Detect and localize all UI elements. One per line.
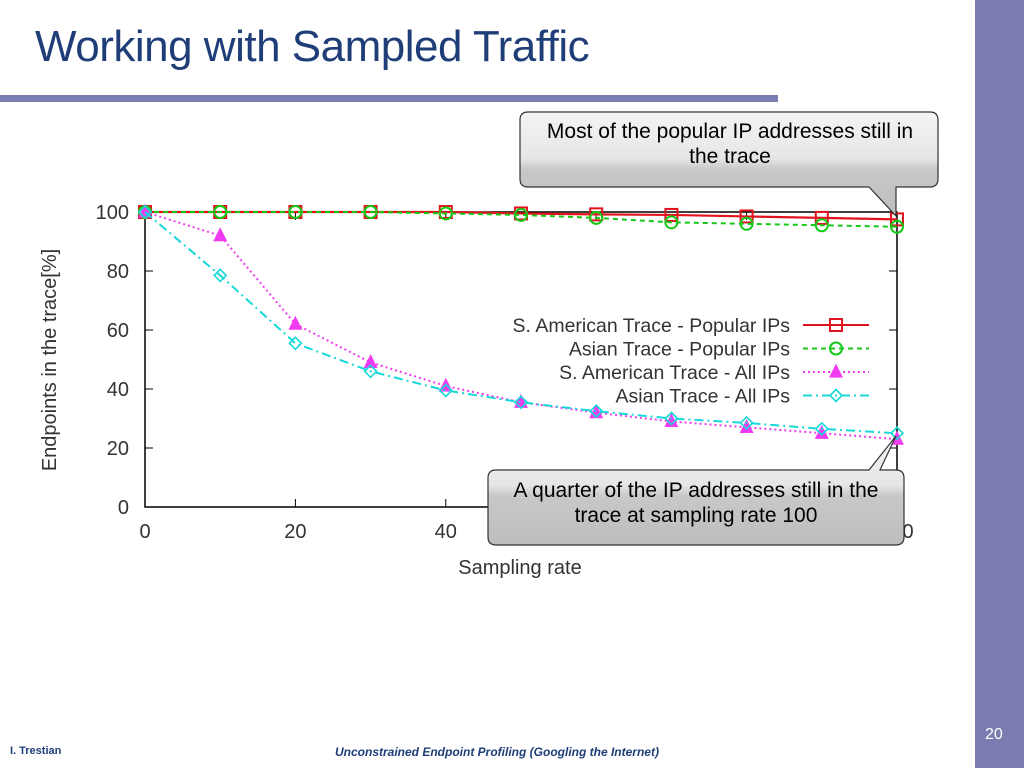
footer-title: Unconstrained Endpoint Profiling (Googli… xyxy=(335,745,659,759)
data-point-square xyxy=(829,318,843,332)
series-line xyxy=(145,210,898,221)
data-point-circle xyxy=(829,341,843,356)
data-point-diamond xyxy=(814,421,829,436)
data-point-circle xyxy=(514,207,528,222)
data-point-diamond xyxy=(213,268,228,283)
data-point-diamond xyxy=(739,415,754,431)
data-point-diamond xyxy=(828,388,844,403)
y-tick-label: 100 xyxy=(96,202,129,224)
data-point-square xyxy=(814,210,829,225)
data-point-diamond xyxy=(363,364,378,379)
callout-bottom-text: A quarter of the IP addresses still in t… xyxy=(513,479,879,527)
title-underline xyxy=(0,95,778,102)
data-point-diamond xyxy=(889,426,905,441)
legend-label: S. American Trace - All IPs xyxy=(559,362,790,384)
series-line xyxy=(144,211,898,435)
data-point-triangle xyxy=(288,315,303,330)
data-point-diamond xyxy=(513,395,529,410)
data-point-square xyxy=(739,209,754,224)
data-point-circle xyxy=(664,215,679,230)
x-tick-label: 40 xyxy=(435,521,457,543)
data-point-square xyxy=(890,212,904,227)
callout-bottom-shape xyxy=(487,435,905,546)
y-tick-label: 80 xyxy=(107,261,129,283)
data-point-circle xyxy=(589,210,604,225)
line-chart: 0 20 40 60 80 100 0 20 40 60 80 100 S. American Tr… xyxy=(39,111,939,579)
data-point-circle xyxy=(363,205,378,219)
legend-label: Asian Trace - All IPs xyxy=(616,386,791,408)
data-point-diamond xyxy=(288,336,303,351)
callout-top-shape xyxy=(519,111,939,218)
data-point-diamond xyxy=(589,403,604,419)
data-point-triangle xyxy=(363,354,378,369)
y-tick-label: 0 xyxy=(118,497,129,519)
y-tick-label: 60 xyxy=(107,320,129,342)
footer-author: I. Trestian xyxy=(10,745,62,757)
callout-top-text: Most of the popular IP addresses still i… xyxy=(546,120,914,168)
data-point-triangle xyxy=(829,363,843,378)
sidebar-bar xyxy=(975,0,1024,768)
data-point-diamond xyxy=(137,204,153,220)
y-axis-label: Endpoints in the trace[%] xyxy=(39,249,61,471)
series-group xyxy=(137,203,905,445)
data-point-square xyxy=(664,207,679,222)
x-tick-label: 0 xyxy=(139,521,150,543)
data-point-circle xyxy=(288,205,303,219)
data-point-diamond xyxy=(438,383,453,398)
page-number: 20 xyxy=(985,726,1003,743)
data-point-circle xyxy=(438,206,453,221)
y-tick-label: 40 xyxy=(107,379,129,401)
data-point-circle xyxy=(814,218,829,233)
data-point-circle xyxy=(890,219,904,234)
x-axis-label: Sampling rate xyxy=(458,557,581,579)
y-ticks: 0 20 40 60 80 100 xyxy=(96,202,897,519)
x-tick-label: 20 xyxy=(284,521,306,543)
slide-title: Working with Sampled Traffic xyxy=(35,22,590,71)
legend-label: S. American Trace - Popular IPs xyxy=(513,315,791,337)
data-point-diamond xyxy=(664,411,679,426)
y-tick-label: 20 xyxy=(107,438,129,460)
data-point-triangle xyxy=(213,227,228,242)
data-point-circle xyxy=(739,216,754,231)
data-point-circle xyxy=(213,205,228,219)
legend-label: Asian Trace - Popular IPs xyxy=(569,339,790,361)
